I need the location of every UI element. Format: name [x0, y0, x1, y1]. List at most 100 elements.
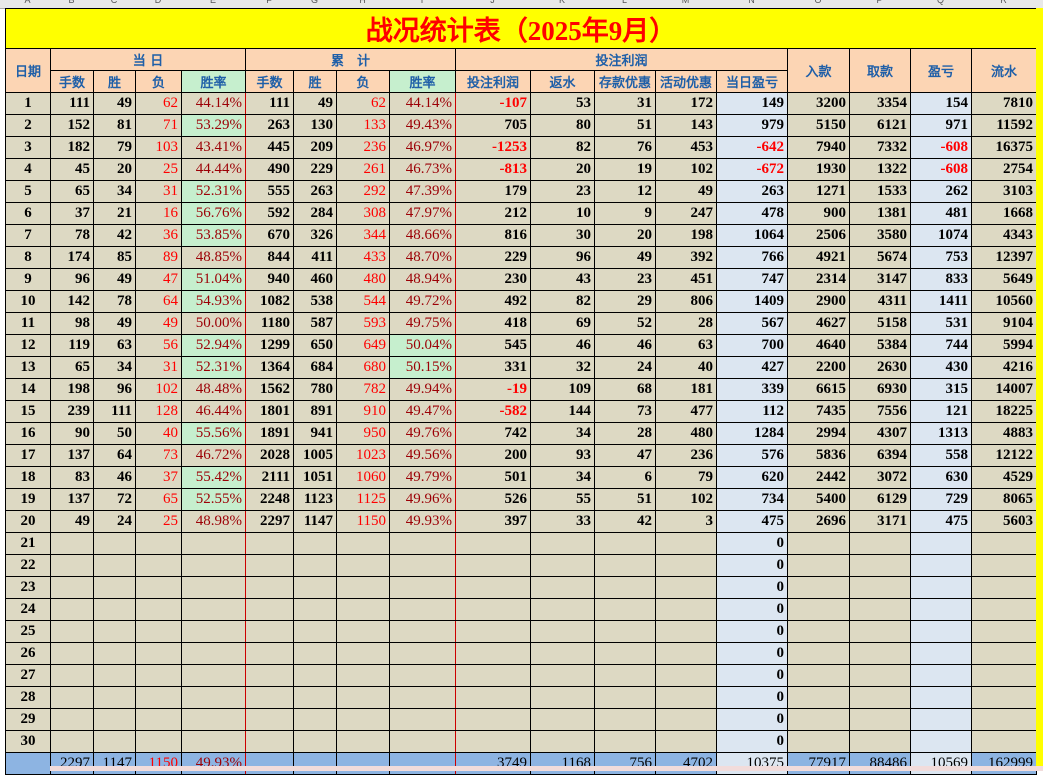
cell[interactable] — [655, 730, 717, 753]
cell[interactable]: 236 — [336, 136, 390, 159]
cell[interactable]: 5150 — [787, 114, 850, 137]
cell[interactable]: 48.94% — [389, 268, 456, 291]
cell[interactable]: 76 — [594, 136, 656, 159]
cell[interactable]: 29 — [5, 708, 51, 731]
cell[interactable] — [50, 598, 94, 621]
cell[interactable]: -582 — [455, 400, 531, 423]
cell[interactable] — [50, 554, 94, 577]
cell[interactable]: 56 — [135, 334, 182, 357]
cell[interactable] — [455, 730, 531, 753]
cell[interactable]: 1364 — [245, 356, 294, 379]
cell[interactable]: 31 — [594, 92, 656, 115]
cell[interactable]: 230 — [455, 268, 531, 291]
cell[interactable] — [910, 554, 972, 577]
cell[interactable]: 1051 — [293, 466, 337, 489]
sheet-title[interactable]: 战况统计表（2025年9月） — [5, 8, 1037, 49]
cell[interactable]: 1271 — [787, 180, 850, 203]
cell[interactable] — [389, 708, 456, 731]
cell[interactable] — [455, 598, 531, 621]
cell[interactable] — [530, 598, 595, 621]
cell[interactable]: -19 — [455, 378, 531, 401]
cell[interactable]: -608 — [910, 158, 972, 181]
cell[interactable]: 1284 — [716, 422, 788, 445]
column-letter[interactable]: C — [110, 0, 118, 5]
cell[interactable]: 460 — [293, 268, 337, 291]
cell[interactable]: 10560 — [971, 290, 1037, 313]
cell[interactable] — [181, 576, 246, 599]
cell[interactable]: 806 — [655, 290, 717, 313]
column-letter[interactable]: P — [876, 0, 883, 5]
cell[interactable] — [910, 730, 972, 753]
cell[interactable]: 2314 — [787, 268, 850, 291]
cell[interactable]: 331 — [455, 356, 531, 379]
cell[interactable] — [389, 752, 456, 775]
cell[interactable]: 47 — [135, 268, 182, 291]
cell[interactable]: 49 — [50, 510, 94, 533]
cell[interactable]: 620 — [716, 466, 788, 489]
cell[interactable] — [594, 532, 656, 555]
cell[interactable]: -813 — [455, 158, 531, 181]
subheader-cell[interactable]: 投注利润 — [455, 70, 531, 93]
cell[interactable] — [135, 730, 182, 753]
cell[interactable]: 1 — [5, 92, 51, 115]
cell[interactable] — [293, 576, 337, 599]
cell[interactable]: 910 — [336, 400, 390, 423]
cell[interactable] — [336, 576, 390, 599]
cell[interactable]: 1005 — [293, 444, 337, 467]
cell[interactable] — [910, 708, 972, 731]
cell[interactable]: 51.04% — [181, 268, 246, 291]
cell[interactable]: 16 — [5, 422, 51, 445]
cell[interactable]: 53 — [530, 92, 595, 115]
cell[interactable]: 12 — [5, 334, 51, 357]
cell[interactable] — [245, 642, 294, 665]
cell[interactable]: 3580 — [849, 224, 911, 247]
cell[interactable]: 98 — [50, 312, 94, 335]
cell[interactable]: 12397 — [971, 246, 1037, 269]
subheader-cell[interactable]: 活动优惠 — [655, 70, 717, 93]
cell[interactable] — [787, 620, 850, 643]
cell[interactable] — [336, 664, 390, 687]
cell[interactable]: 121 — [910, 400, 972, 423]
cell[interactable]: 0 — [716, 664, 788, 687]
cell[interactable] — [135, 708, 182, 731]
cell[interactable]: 7940 — [787, 136, 850, 159]
subheader-cell[interactable]: 返水 — [530, 70, 595, 93]
cell[interactable]: 119 — [50, 334, 94, 357]
cell[interactable]: 3749 — [455, 752, 531, 775]
cell[interactable]: 7556 — [849, 400, 911, 423]
header-date[interactable]: 日期 — [5, 48, 51, 93]
cell[interactable] — [181, 642, 246, 665]
cell[interactable]: 9 — [5, 268, 51, 291]
cell[interactable] — [849, 642, 911, 665]
cell[interactable]: 545 — [455, 334, 531, 357]
cell[interactable]: 49.47% — [389, 400, 456, 423]
cell[interactable]: 49 — [93, 312, 136, 335]
cell[interactable]: 182 — [50, 136, 94, 159]
cell[interactable]: 5400 — [787, 488, 850, 511]
cell[interactable]: 46.73% — [389, 158, 456, 181]
cell[interactable]: 1074 — [910, 224, 972, 247]
cell[interactable] — [245, 598, 294, 621]
cell[interactable]: 52.94% — [181, 334, 246, 357]
cell[interactable]: 48.48% — [181, 378, 246, 401]
cell[interactable]: 49 — [93, 92, 136, 115]
cell[interactable]: 2200 — [787, 356, 850, 379]
cell[interactable]: 8 — [5, 246, 51, 269]
cell[interactable]: 7332 — [849, 136, 911, 159]
cell[interactable]: 261 — [336, 158, 390, 181]
cell[interactable]: 30 — [5, 730, 51, 753]
cell[interactable]: 198 — [50, 378, 94, 401]
cell[interactable]: 31 — [135, 356, 182, 379]
cell[interactable]: 64 — [93, 444, 136, 467]
cell[interactable]: 46.72% — [181, 444, 246, 467]
cell[interactable]: 236 — [655, 444, 717, 467]
cell[interactable] — [849, 620, 911, 643]
cell[interactable]: 22 — [5, 554, 51, 577]
cell[interactable]: 3103 — [971, 180, 1037, 203]
cell[interactable] — [655, 554, 717, 577]
cell[interactable]: 83 — [50, 466, 94, 489]
cell[interactable]: 102 — [655, 488, 717, 511]
cell[interactable] — [455, 664, 531, 687]
cell[interactable]: 1381 — [849, 202, 911, 225]
cell[interactable]: 144 — [530, 400, 595, 423]
